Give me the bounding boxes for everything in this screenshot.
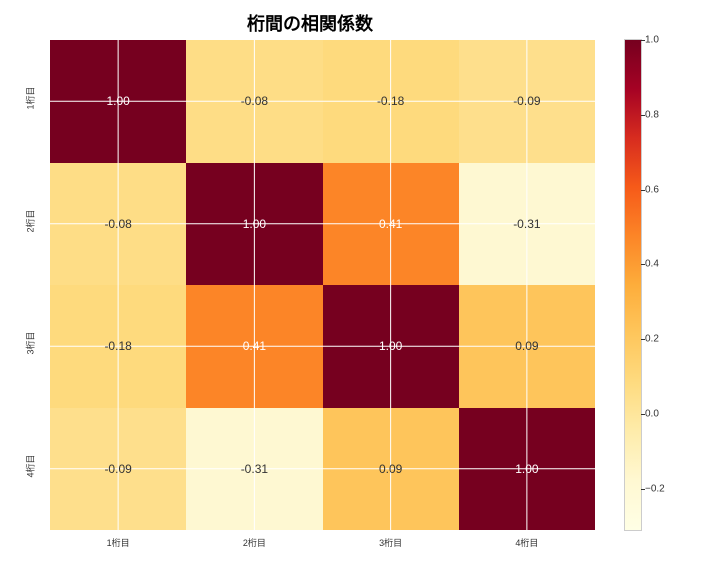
heatmap-cell-value: -0.09 [104, 462, 131, 476]
heatmap-cell: -0.09 [459, 40, 595, 163]
heatmap-cell: 1.00 [323, 285, 459, 408]
heatmap-cell-value: -0.31 [513, 217, 540, 231]
heatmap-grid: 1.00 -0.08 -0.18 -0.09 -0.08 1.00 0.41 -0.31 -0.… [50, 40, 595, 530]
heatmap-cell: 1.00 [459, 408, 595, 531]
colorbar-tick-label: −0.2 [645, 483, 665, 494]
x-axis-label: 1桁目 [88, 536, 148, 549]
heatmap-cell-value: 0.09 [515, 339, 538, 353]
colorbar-tick-mark [641, 414, 645, 415]
colorbar-tick-mark [641, 115, 645, 116]
colorbar-tick-mark [641, 40, 645, 41]
y-axis-label: 1桁目 [24, 90, 37, 110]
colorbar-tick-mark [641, 489, 645, 490]
heatmap-cell-value: -0.18 [104, 339, 131, 353]
heatmap-cell-value: -0.31 [241, 462, 268, 476]
colorbar-tick-label: 1.0 [645, 35, 659, 46]
x-axis-label: 4桁目 [497, 536, 557, 549]
colorbar-tick-label: 0.0 [645, 409, 659, 420]
heatmap-cell: -0.08 [186, 40, 322, 163]
x-axis-label: 3桁目 [361, 536, 421, 549]
chart-title: 桁間の相関係数 [0, 10, 620, 36]
heatmap-cell: 1.00 [186, 163, 322, 286]
heatmap-cell-value: 1.00 [515, 462, 538, 476]
y-axis-label: 3桁目 [24, 335, 37, 355]
heatmap-cell-value: 1.00 [106, 94, 129, 108]
heatmap-cell-value: 0.09 [379, 462, 402, 476]
heatmap-cell: -0.18 [50, 285, 186, 408]
colorbar-tick-label: 0.8 [645, 109, 659, 120]
colorbar-tick-mark [641, 190, 645, 191]
figure: 桁間の相関係数 1.00-0.08-0.18-0.09-0.081.000.41… [0, 0, 720, 576]
heatmap-cell-value: 1.00 [379, 339, 402, 353]
heatmap-cell-value: 1.00 [243, 217, 266, 231]
heatmap-cell-value: -0.08 [241, 94, 268, 108]
heatmap-plot-area: 1.00 -0.08 -0.18 -0.09 -0.08 1.00 0.41 -0.31 -0.… [50, 40, 595, 530]
colorbar-gradient [625, 40, 641, 530]
heatmap-cell: -0.09 [50, 408, 186, 531]
heatmap-cell: 1.00 [50, 40, 186, 163]
colorbar-tick-label: 0.2 [645, 334, 659, 345]
heatmap-cell: -0.18 [323, 40, 459, 163]
heatmap-cell-value: 0.41 [243, 339, 266, 353]
heatmap-cell: -0.31 [186, 408, 322, 531]
y-axis-label: 4桁目 [24, 457, 37, 477]
heatmap-cell: 0.41 [186, 285, 322, 408]
heatmap-cell: 0.09 [459, 285, 595, 408]
colorbar-tick-mark [641, 264, 645, 265]
colorbar-tick-label: 0.4 [645, 259, 659, 270]
y-axis-label: 2桁目 [24, 212, 37, 232]
heatmap-cell: -0.31 [459, 163, 595, 286]
heatmap-cell-value: -0.08 [104, 217, 131, 231]
heatmap-cell: -0.08 [50, 163, 186, 286]
heatmap-cell-value: -0.09 [513, 94, 540, 108]
colorbar-tick-mark [641, 339, 645, 340]
x-axis-label: 2桁目 [224, 536, 284, 549]
heatmap-cell-value: 0.41 [379, 217, 402, 231]
heatmap-cell: 0.41 [323, 163, 459, 286]
heatmap-cell: 0.09 [323, 408, 459, 531]
colorbar: −0.20.00.20.40.60.81.0 [625, 40, 641, 530]
heatmap-cell-value: -0.18 [377, 94, 404, 108]
colorbar-tick-label: 0.6 [645, 184, 659, 195]
